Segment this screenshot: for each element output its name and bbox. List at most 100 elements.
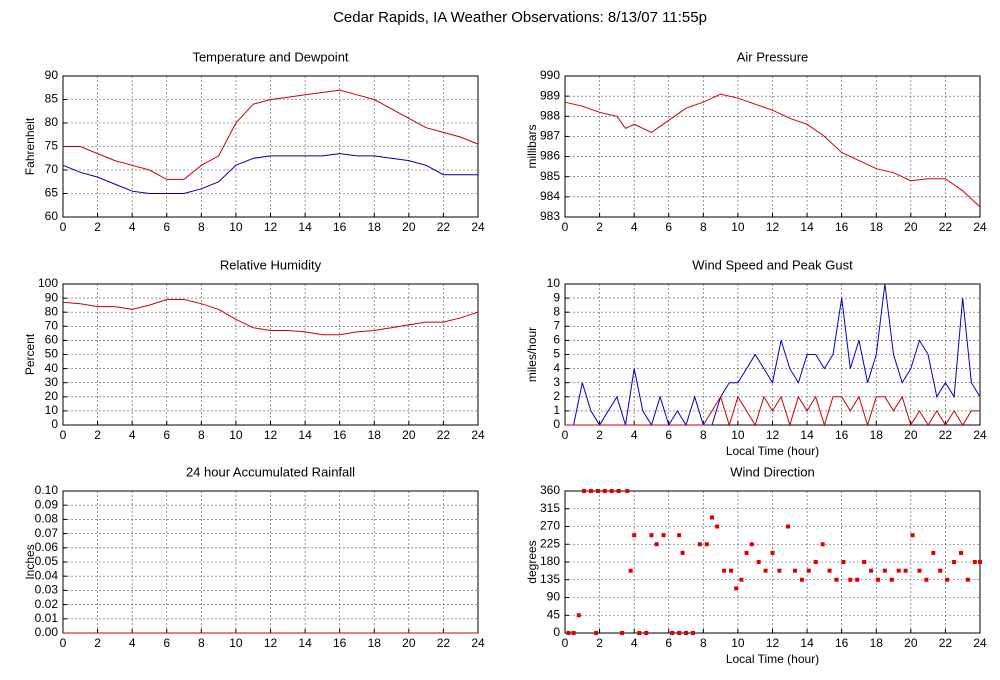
x-tick-label: 6 bbox=[163, 636, 170, 650]
scatter-point bbox=[903, 568, 908, 573]
x-tick-label: 8 bbox=[700, 220, 707, 234]
y-tick-label: 80 bbox=[45, 304, 59, 318]
scatter-point bbox=[670, 631, 675, 635]
y-tick-label: 6 bbox=[553, 333, 560, 347]
scatter-point bbox=[628, 568, 633, 573]
series-line bbox=[63, 89, 479, 180]
y-tick-label: 225 bbox=[540, 536, 560, 550]
x-tick-label: 22 bbox=[939, 636, 953, 650]
x-tick-label: 22 bbox=[437, 220, 451, 234]
x-tick-label: 22 bbox=[437, 428, 451, 442]
scatter-point bbox=[910, 533, 915, 538]
y-axis-label: Percent bbox=[23, 333, 37, 375]
x-tick-label: 12 bbox=[264, 636, 278, 650]
plot-frame bbox=[564, 283, 981, 426]
y-tick-label: 100 bbox=[38, 276, 58, 290]
scatter-point bbox=[690, 631, 695, 635]
page-title: Cedar Rapids, IA Weather Observations: 8… bbox=[333, 9, 707, 26]
scatter-point bbox=[616, 489, 621, 493]
x-tick-label: 18 bbox=[368, 636, 382, 650]
panel-title: Relative Humidity bbox=[220, 257, 322, 272]
scatter-point bbox=[588, 489, 593, 493]
scatter-point bbox=[882, 568, 887, 573]
x-tick-label: 2 bbox=[596, 636, 603, 650]
x-tick-label: 24 bbox=[973, 428, 987, 442]
y-tick-label: 90 bbox=[45, 68, 59, 82]
x-tick-label: 20 bbox=[402, 220, 416, 234]
y-tick-label: 315 bbox=[540, 501, 560, 515]
x-tick-label: 6 bbox=[665, 428, 672, 442]
y-tick-label: 85 bbox=[45, 92, 59, 106]
scatter-point bbox=[938, 568, 943, 573]
scatter-point bbox=[654, 542, 659, 547]
scatter-point bbox=[792, 568, 797, 573]
y-tick-label: 984 bbox=[540, 189, 560, 203]
scatter-point bbox=[715, 524, 720, 529]
y-tick-label: 985 bbox=[540, 169, 560, 183]
scatter-point bbox=[704, 542, 709, 547]
x-tick-label: 18 bbox=[870, 636, 884, 650]
y-tick-label: 0.00 bbox=[35, 625, 59, 639]
x-tick-label: 4 bbox=[631, 636, 638, 650]
scatter-point bbox=[620, 631, 625, 635]
y-tick-label: 0 bbox=[553, 417, 560, 431]
y-tick-label: 989 bbox=[540, 88, 560, 102]
x-tick-label: 18 bbox=[870, 220, 884, 234]
x-tick-label: 22 bbox=[939, 428, 953, 442]
plot-frame bbox=[564, 75, 981, 218]
x-tick-label: 18 bbox=[368, 220, 382, 234]
y-axis-label: degrees bbox=[525, 540, 539, 583]
y-tick-label: 983 bbox=[540, 209, 560, 223]
x-tick-label: 24 bbox=[973, 636, 987, 650]
scatter-point bbox=[609, 489, 614, 493]
x-tick-label: 24 bbox=[973, 220, 987, 234]
y-tick-label: 180 bbox=[540, 554, 560, 568]
y-axis-label: Inches bbox=[23, 544, 37, 579]
x-tick-label: 8 bbox=[198, 428, 205, 442]
scatter-point bbox=[739, 577, 744, 582]
scatter-point bbox=[566, 631, 571, 635]
scatter-point bbox=[571, 631, 576, 635]
x-tick-label: 4 bbox=[631, 428, 638, 442]
x-tick-label: 24 bbox=[471, 636, 485, 650]
x-tick-label: 20 bbox=[402, 428, 416, 442]
x-tick-label: 10 bbox=[229, 428, 243, 442]
y-tick-label: 65 bbox=[45, 186, 59, 200]
panel-title: Air Pressure bbox=[737, 49, 809, 64]
x-tick-label: 10 bbox=[731, 636, 745, 650]
scatter-point bbox=[595, 489, 600, 493]
scatter-point bbox=[582, 489, 587, 493]
x-tick-label: 20 bbox=[904, 428, 918, 442]
x-tick-label: 22 bbox=[939, 220, 953, 234]
y-axis-label: miles/hour bbox=[525, 327, 539, 382]
y-tick-label: 20 bbox=[45, 389, 59, 403]
y-tick-label: 0.09 bbox=[35, 497, 59, 511]
scatter-point bbox=[625, 489, 630, 493]
x-tick-label: 16 bbox=[333, 636, 347, 650]
x-tick-label: 2 bbox=[596, 220, 603, 234]
x-tick-label: 2 bbox=[94, 220, 101, 234]
scatter-point bbox=[786, 524, 791, 529]
scatter-point bbox=[869, 568, 874, 573]
y-tick-label: 8 bbox=[553, 304, 560, 318]
series-line bbox=[62, 153, 478, 194]
x-tick-label: 4 bbox=[129, 220, 136, 234]
scatter-point bbox=[799, 577, 804, 582]
scatter-point bbox=[978, 560, 982, 564]
y-tick-label: 45 bbox=[547, 607, 561, 621]
scatter-point bbox=[644, 631, 649, 635]
scatter-point bbox=[637, 631, 642, 635]
x-tick-label: 8 bbox=[198, 636, 205, 650]
scatter-point bbox=[855, 577, 860, 582]
x-tick-label: 16 bbox=[835, 636, 849, 650]
y-tick-label: 2 bbox=[553, 389, 560, 403]
x-tick-label: 0 bbox=[60, 428, 67, 442]
y-tick-label: 60 bbox=[45, 333, 59, 347]
y-tick-label: 990 bbox=[540, 68, 560, 82]
y-tick-label: 60 bbox=[45, 209, 59, 223]
scatter-point bbox=[813, 560, 818, 564]
scatter-point bbox=[806, 568, 811, 573]
y-tick-label: 70 bbox=[45, 162, 59, 176]
y-tick-label: 5 bbox=[553, 347, 560, 361]
x-tick-label: 6 bbox=[163, 428, 170, 442]
